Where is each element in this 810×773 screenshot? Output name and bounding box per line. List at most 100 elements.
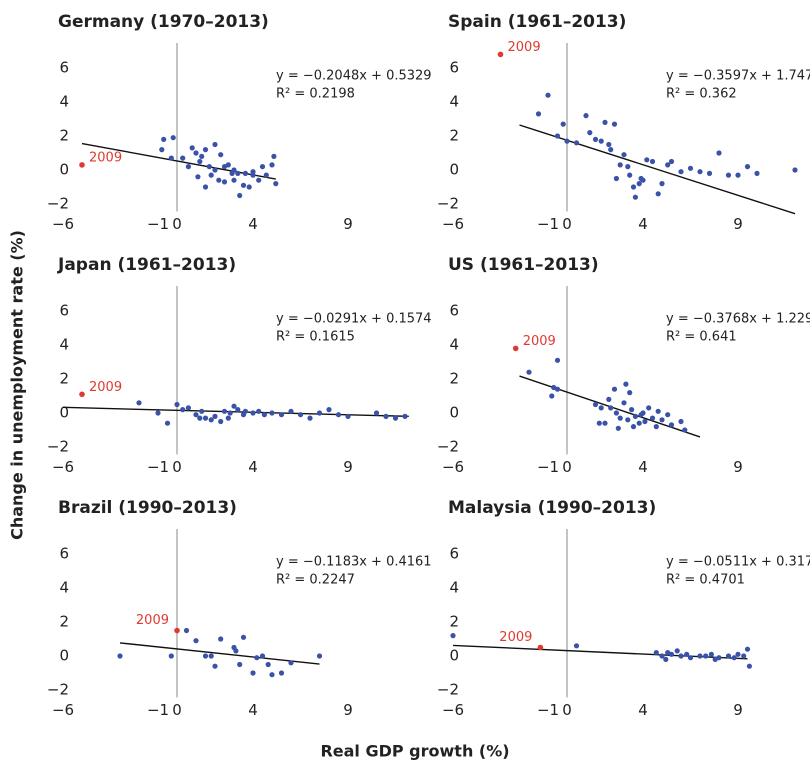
- point: [687, 165, 694, 171]
- point: [206, 164, 212, 170]
- point: [744, 646, 751, 652]
- point: [269, 410, 275, 416]
- x-tick-label: −6: [442, 215, 464, 233]
- point: [583, 113, 589, 119]
- point: [602, 119, 608, 125]
- highlight-point: [79, 391, 85, 398]
- highlight-point: [174, 627, 180, 634]
- y-tick-label: −2: [437, 195, 459, 213]
- y-tick-label: 6: [449, 302, 459, 320]
- point: [180, 407, 186, 413]
- point: [649, 158, 656, 165]
- point: [233, 648, 239, 654]
- point: [235, 170, 241, 176]
- panel-title: Malaysia (1990–2013): [448, 498, 656, 518]
- point: [263, 172, 269, 178]
- point: [185, 164, 191, 170]
- point: [632, 413, 639, 419]
- equation: y = −0.3768x + 1.2298: [666, 312, 810, 327]
- point: [630, 424, 637, 430]
- y-tick-label: −2: [47, 195, 69, 213]
- point: [663, 656, 669, 663]
- x-tick-label: −1: [537, 458, 559, 476]
- point: [218, 636, 224, 642]
- point: [668, 158, 675, 165]
- point: [197, 415, 203, 421]
- r-squared: R² = 0.2198: [276, 87, 355, 102]
- point: [202, 184, 209, 190]
- point: [183, 627, 190, 634]
- x-tick-label: 0: [562, 215, 572, 233]
- point: [288, 408, 294, 414]
- x-tick-label: −1: [147, 215, 169, 233]
- x-tick-label: 0: [562, 458, 572, 476]
- x-tick-label: 9: [343, 458, 353, 476]
- point: [202, 653, 209, 659]
- point: [644, 157, 650, 163]
- point: [611, 386, 618, 392]
- point: [170, 135, 176, 141]
- point: [164, 420, 171, 426]
- panel-title: Spain (1961–2013): [448, 12, 626, 32]
- point: [623, 381, 629, 387]
- point: [735, 172, 741, 178]
- y-tick-label: 6: [59, 59, 69, 77]
- point: [697, 169, 703, 175]
- point: [659, 181, 665, 187]
- point: [535, 111, 542, 117]
- point: [269, 162, 275, 168]
- point: [202, 147, 209, 153]
- point: [208, 653, 214, 659]
- point: [383, 413, 389, 419]
- point: [630, 184, 637, 190]
- y-tick-label: 0: [449, 647, 459, 665]
- y-tick-label: −2: [47, 681, 69, 699]
- point: [168, 155, 174, 161]
- point: [573, 643, 580, 649]
- x-tick-label: 4: [638, 215, 648, 233]
- point: [627, 172, 633, 178]
- point: [212, 167, 218, 173]
- point: [560, 121, 566, 127]
- point: [193, 150, 199, 156]
- point: [687, 655, 694, 661]
- point: [212, 141, 218, 148]
- point: [256, 408, 262, 414]
- point: [174, 401, 180, 408]
- point: [573, 140, 580, 146]
- point: [237, 661, 243, 668]
- point: [155, 410, 161, 416]
- point: [608, 405, 614, 411]
- y-tick-label: 6: [449, 545, 459, 563]
- point: [659, 653, 665, 659]
- point: [617, 415, 623, 421]
- point: [545, 92, 551, 98]
- y-tick-label: 2: [59, 127, 69, 145]
- point: [549, 393, 555, 399]
- point: [161, 136, 167, 142]
- point: [706, 170, 713, 176]
- y-tick-label: 0: [59, 161, 69, 179]
- point: [250, 410, 256, 416]
- r-squared: R² = 0.2247: [276, 573, 355, 588]
- point: [250, 172, 256, 178]
- y-tick-label: 0: [449, 161, 459, 179]
- point: [592, 401, 599, 408]
- x-axis-label: Real GDP growth (%): [320, 742, 509, 761]
- point: [316, 653, 323, 659]
- point: [216, 177, 222, 183]
- x-tick-label: −1: [147, 701, 169, 719]
- point: [659, 417, 665, 423]
- point: [197, 158, 203, 165]
- point: [199, 408, 205, 414]
- point: [665, 412, 671, 418]
- x-tick-label: 0: [172, 701, 182, 719]
- point: [259, 653, 266, 659]
- point: [636, 181, 642, 187]
- point: [606, 141, 612, 148]
- y-tick-label: 2: [449, 370, 459, 388]
- point: [725, 653, 732, 659]
- point: [678, 169, 684, 175]
- point: [259, 164, 266, 170]
- x-tick-label: −6: [52, 701, 74, 719]
